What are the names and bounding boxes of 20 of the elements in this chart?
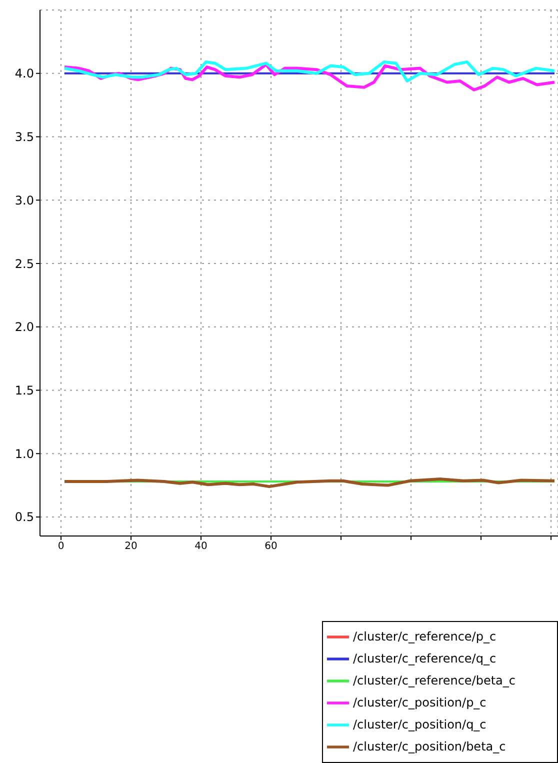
y-tick-label: 3.0: [14, 193, 34, 208]
y-tick-label: 0.5: [14, 510, 34, 524]
y-tick-label: 2.5: [14, 256, 34, 271]
x-tick-label: 20: [124, 541, 138, 552]
y-tick-label: 1.5: [14, 384, 34, 398]
y-tick-label: 1.0: [14, 446, 34, 461]
legend-label: /cluster/c_reference/p_c: [353, 629, 496, 644]
y-tick-label: 2.0: [14, 320, 34, 334]
x-tick-label: 40: [194, 541, 208, 552]
line-series: [63, 60, 556, 82]
y-tick-label: 4.0: [14, 66, 34, 81]
line-series: [63, 477, 556, 488]
legend-label: /cluster/c_position/beta_c: [353, 739, 506, 754]
y-tick-label: 3.5: [14, 130, 34, 144]
x-tick-label: 60: [264, 541, 278, 552]
legend-label: /cluster/c_reference/q_c: [353, 651, 496, 666]
legend-label: /cluster/c_position/p_c: [353, 695, 486, 710]
legend-label: /cluster/c_reference/beta_c: [353, 673, 516, 688]
legend-label: /cluster/c_position/q_c: [353, 717, 486, 732]
x-tick-label: 0: [58, 541, 64, 552]
